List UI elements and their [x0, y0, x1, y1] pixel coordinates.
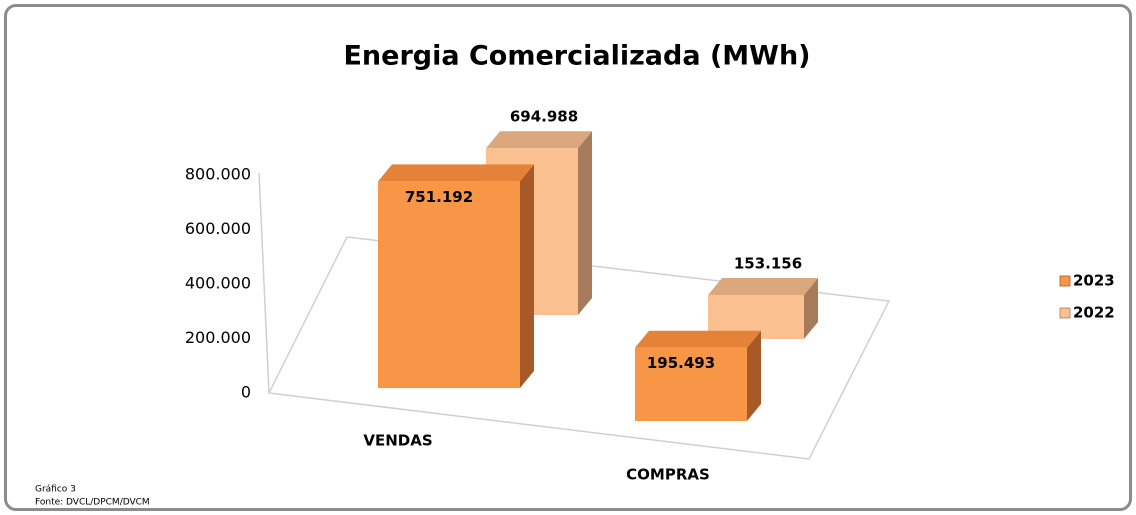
legend-swatch: [1059, 275, 1071, 287]
bar-top: [635, 330, 761, 348]
legend-label: 2022: [1073, 304, 1115, 322]
bar-top: [486, 131, 592, 149]
value-label: 694.988: [510, 108, 578, 126]
bar: [378, 164, 534, 388]
y-axis: [258, 172, 270, 394]
chart: Energia Comercializada (MWh) Gráfico 3 F…: [35, 41, 1115, 508]
y-tick-label: 800.000: [185, 165, 251, 184]
value-label: 153.156: [734, 254, 802, 272]
y-tick-label: 200.000: [185, 328, 251, 347]
bar: [635, 330, 761, 421]
bar-front: [635, 347, 747, 421]
chart-title: Energia Comercializada (MWh): [343, 41, 810, 72]
note: Fonte: DVCL/DPCM/DVCM: [35, 498, 150, 508]
bar-side: [578, 131, 592, 315]
x-tick-label: VENDAS: [363, 432, 432, 450]
chart-frame: Energia Comercializada (MWh) Gráfico 3 F…: [4, 4, 1132, 511]
y-tick-label: 400.000: [185, 274, 251, 293]
bar-top: [708, 277, 818, 295]
x-tick-label: COMPRAS: [626, 466, 710, 484]
value-label: 751.192: [405, 188, 473, 206]
bar-side: [804, 277, 818, 339]
bar-side: [747, 330, 761, 421]
note: Gráfico 3: [35, 485, 76, 495]
value-label: 195.493: [647, 354, 715, 372]
legend-swatch: [1059, 307, 1071, 319]
bar: [708, 277, 818, 339]
y-tick-label: 600.000: [185, 219, 251, 238]
floor: [267, 236, 891, 460]
bar-side: [520, 164, 534, 388]
bar-front: [378, 181, 520, 388]
legend-label: 2023: [1073, 272, 1115, 290]
bar-top: [378, 164, 534, 182]
y-tick-label: 0: [241, 383, 251, 402]
